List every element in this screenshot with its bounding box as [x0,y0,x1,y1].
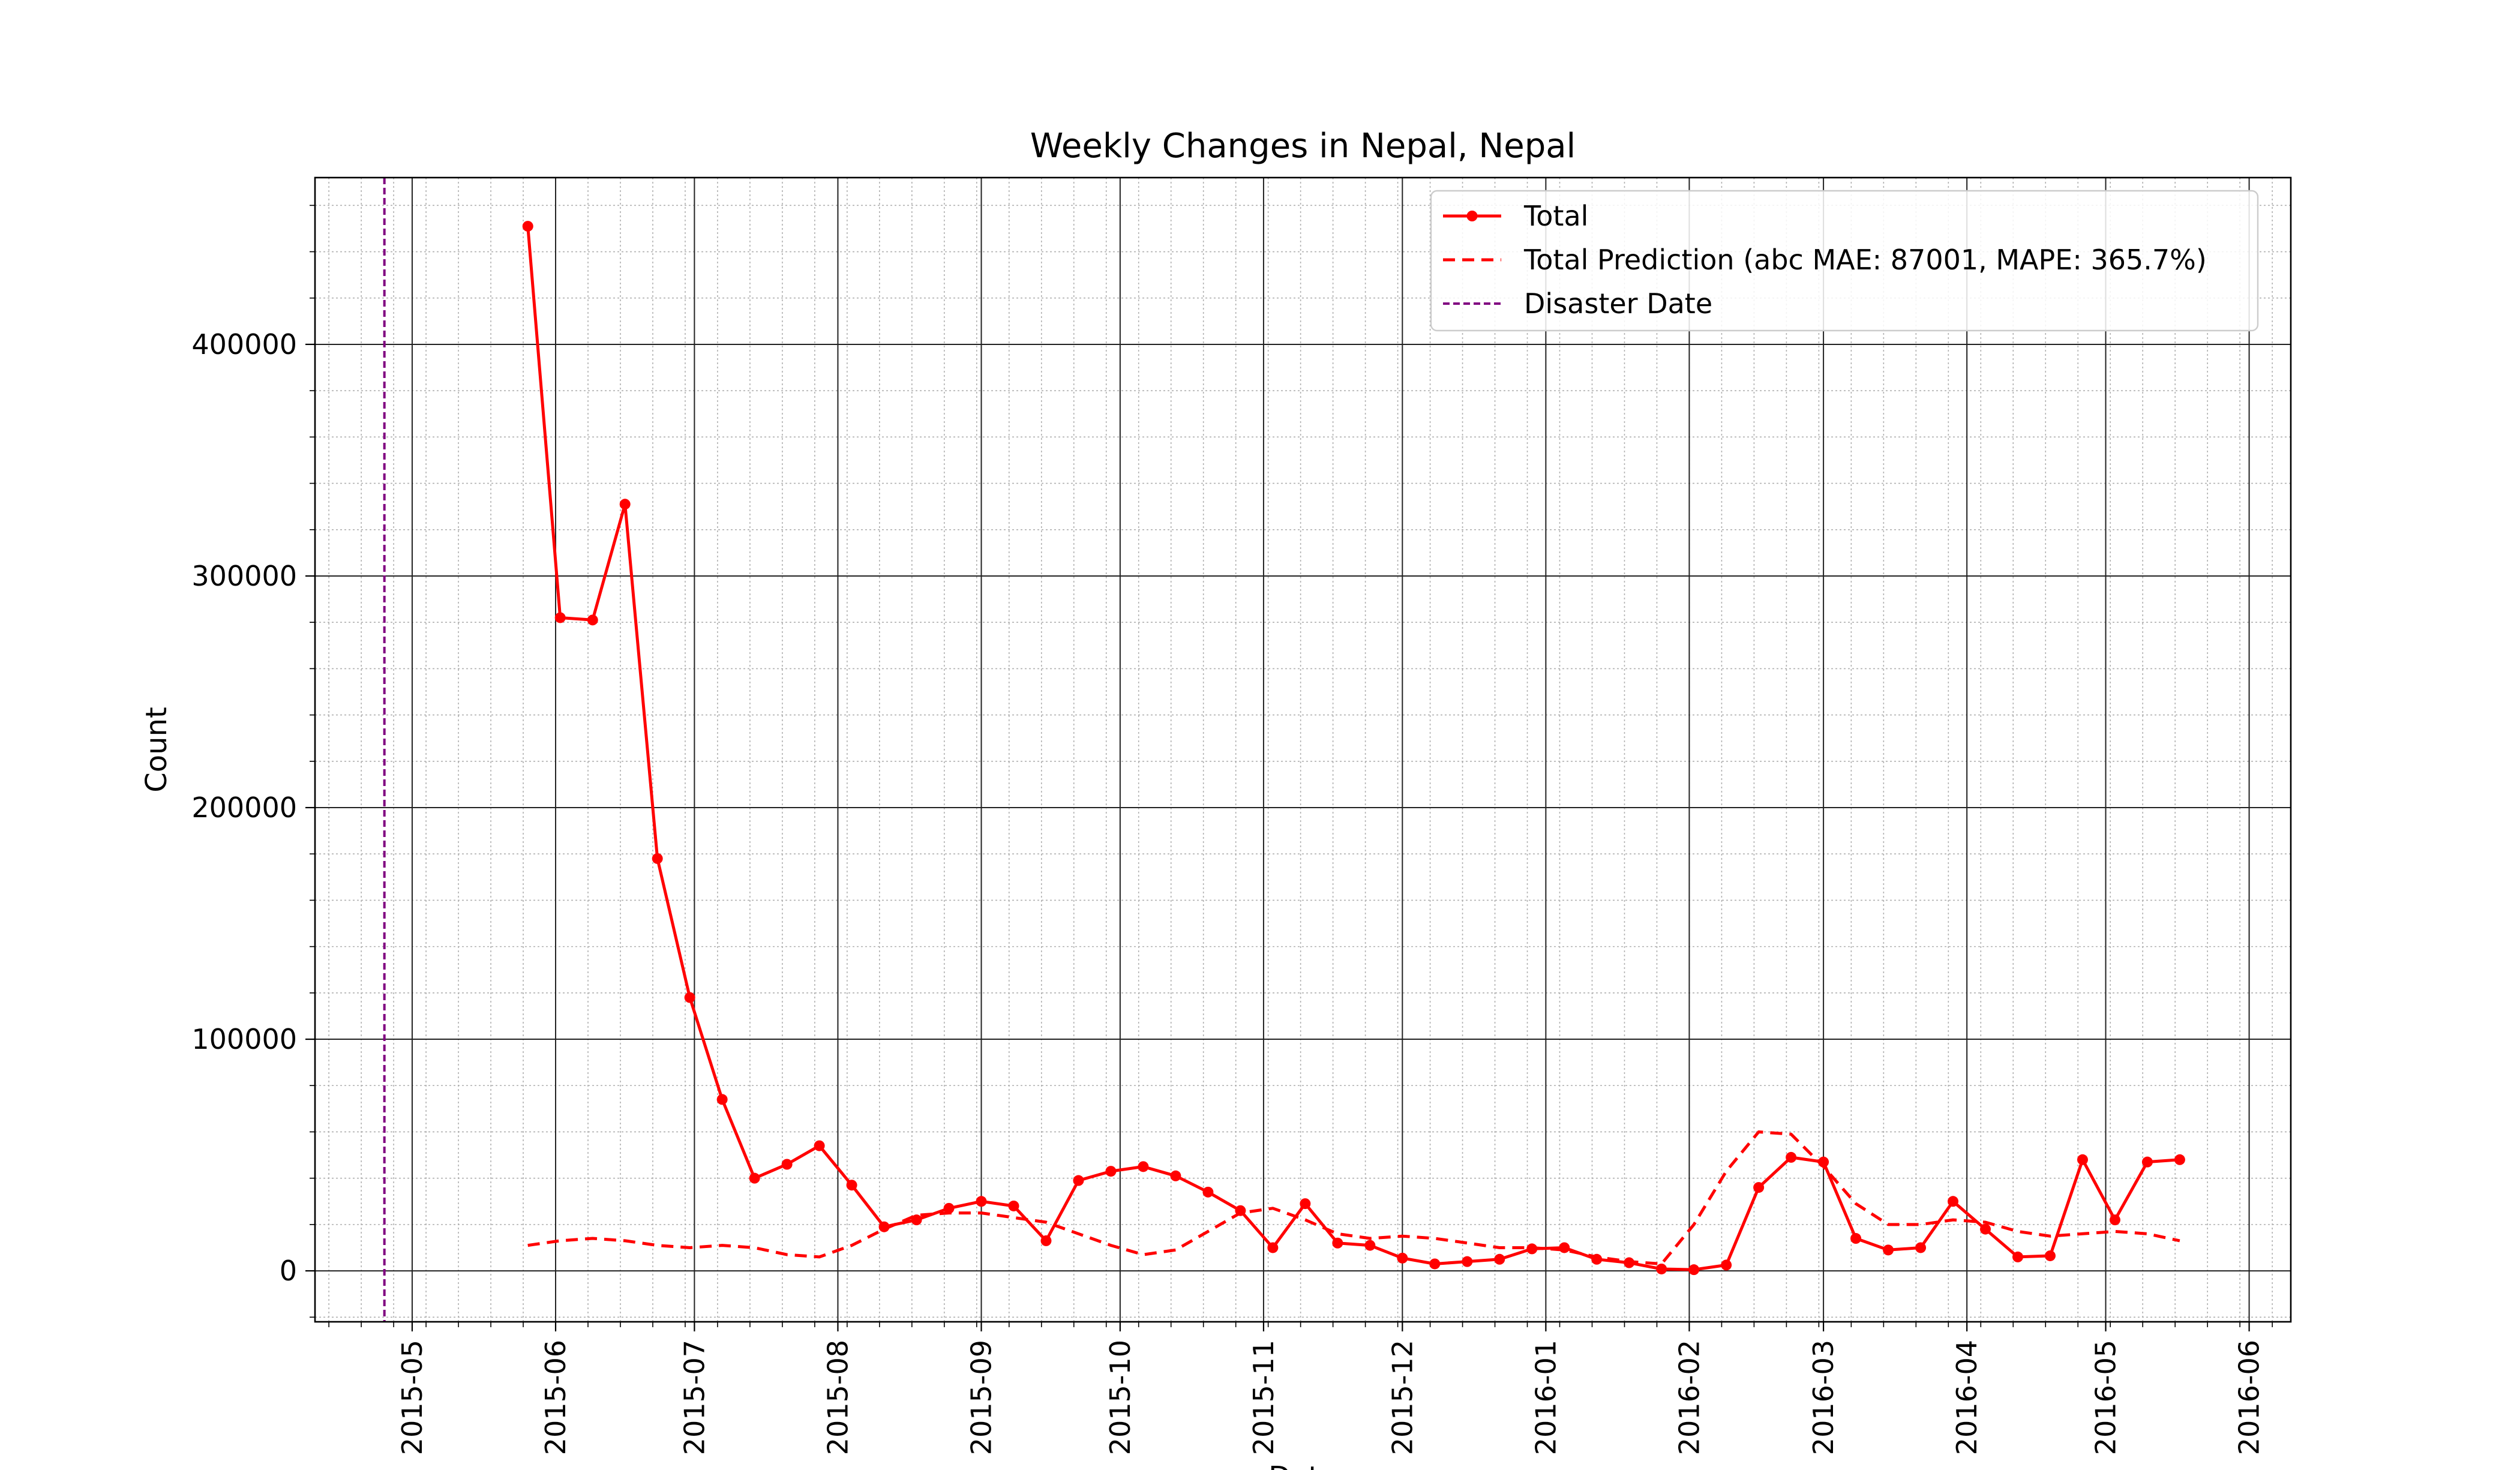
x-tick-label: 2015-10 [1104,1340,1136,1455]
total-point [1332,1237,1343,1249]
total-point [1462,1256,1473,1267]
total-point [554,612,566,623]
x-tick-label: 2015-05 [396,1340,428,1455]
total-point [976,1196,987,1207]
y-tick-label: 300000 [191,560,297,592]
total-point [1688,1264,1700,1276]
total-point [1624,1257,1635,1268]
total-point [716,1094,728,1105]
y-axis-label: Count [140,707,173,793]
total-point [1915,1242,1927,1253]
plot-frame [314,176,2292,1323]
y-tick-label: 100000 [191,1023,297,1055]
total-point [1980,1223,1991,1235]
total-point [846,1180,857,1191]
total-point [1040,1235,1052,1246]
total-point [2141,1156,2153,1168]
x-tick-label: 2015-08 [821,1340,854,1455]
total-point [1429,1258,1441,1270]
total-point [1170,1170,1181,1181]
ticks-layer: 2015-05 2015-06 2015-07 2015-08 2015-09 2015-… [191,205,2273,1455]
total-point [1494,1253,1505,1265]
total-point [2077,1154,2088,1165]
total-point [1656,1263,1667,1274]
legend-label: Disaster Date [1524,287,1712,320]
minor-gridlines [315,178,2291,1322]
x-tick-label: 2016-04 [1951,1340,1983,1455]
total-point [1948,1196,1959,1207]
total-point [1850,1233,1862,1244]
legend: Total Total Prediction (abc MAE: 87001, M… [1430,190,2259,332]
total-point [2044,1250,2056,1261]
legend-label: Total [1523,200,1588,232]
total-point [1786,1151,1797,1163]
series-layer [383,178,2185,1322]
total-point [684,992,695,1003]
total-prediction-line [527,1130,2180,1265]
x-tick-label: 2016-05 [2090,1340,2122,1455]
total-point [814,1140,825,1151]
total-point [911,1214,922,1226]
chart-title: Weekly Changes in Nepal, Nepal [1030,127,1576,166]
total-point [1591,1253,1603,1265]
total-point [1267,1242,1279,1253]
total-point [2012,1251,2023,1262]
x-tick-label: 2016-01 [1529,1340,1562,1455]
total-point [1008,1200,1019,1211]
y-tick-label: 200000 [191,791,297,824]
total-point [1721,1259,1732,1271]
x-axis-label: Date [1268,1460,1337,1470]
total-point [2109,1214,2120,1226]
major-gridlines [315,178,2291,1322]
total-point [1559,1242,1570,1253]
total-point [1397,1252,1408,1264]
total-point [587,614,598,626]
total-point [1202,1186,1214,1198]
total-point [781,1159,793,1170]
legend-swatch-total-marker [1466,211,1478,221]
total-point [1235,1205,1246,1216]
x-tick-label: 2015-07 [678,1340,710,1455]
total-point [1883,1244,1894,1256]
total-point [1818,1156,1829,1168]
x-tick-label: 2016-03 [1807,1340,1840,1455]
x-tick-label: 2015-12 [1386,1340,1418,1455]
total-point [652,853,663,864]
total-point [1073,1175,1084,1186]
legend-box [1430,190,2259,332]
x-tick-label: 2015-09 [965,1340,998,1455]
total-point [1300,1198,1311,1210]
legend-label: Total Prediction (abc MAE: 87001, MAPE: … [1523,244,2207,276]
y-tick-label: 400000 [191,328,297,361]
x-tick-label: 2016-02 [1673,1340,1705,1455]
y-tick-label: 0 [280,1255,297,1287]
x-tick-label: 2015-06 [539,1340,572,1455]
total-point [1364,1240,1376,1251]
total-point [1138,1161,1149,1172]
total-point [522,221,533,232]
total-line [526,226,2180,1271]
x-tick-label: 2016-06 [2233,1340,2266,1455]
total-point [1105,1166,1117,1177]
total-point [2174,1154,2185,1165]
x-tick-label: 2015-11 [1247,1340,1280,1455]
total-point [749,1172,760,1184]
total-point [619,499,631,510]
total-point [878,1221,890,1232]
total-point [1526,1243,1538,1255]
total-point [1753,1182,1765,1193]
total-point [943,1202,955,1214]
